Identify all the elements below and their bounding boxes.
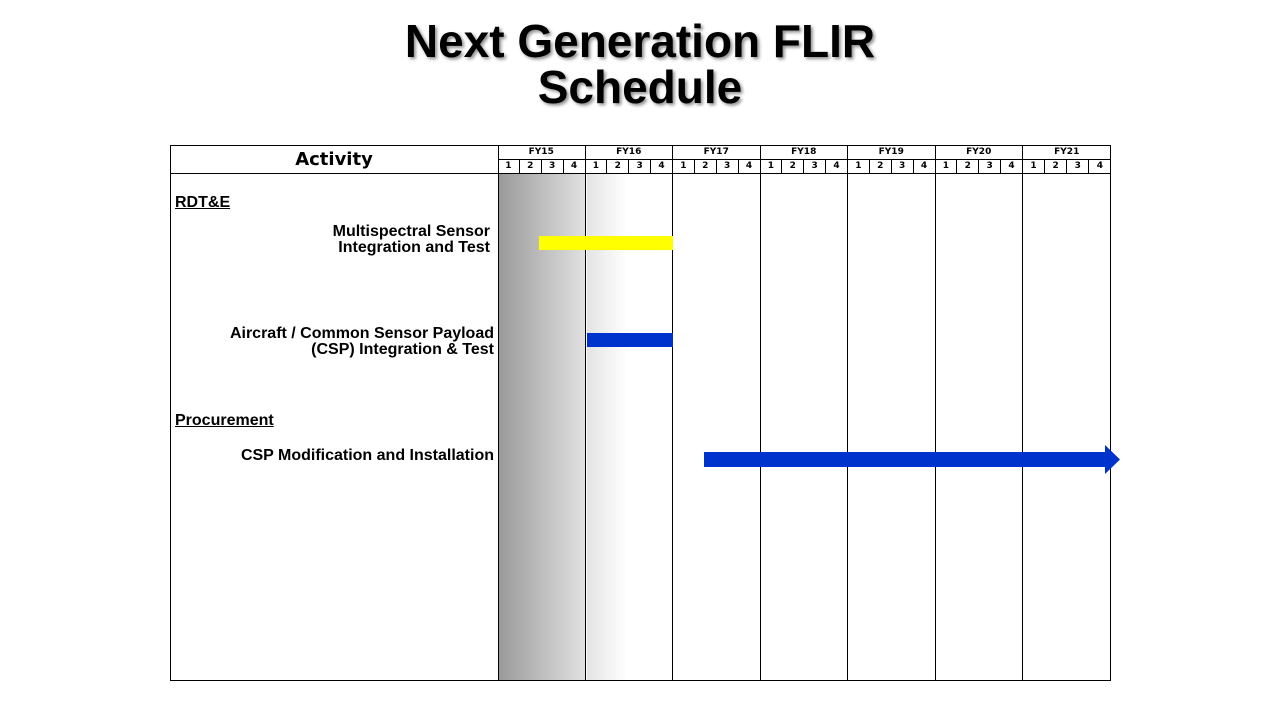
quarter-cell: 3 [629,159,652,173]
fy-label: FY19 [848,145,935,160]
quarter-cell: 2 [870,159,892,173]
activity-column-divider [498,145,499,681]
arrow-head [1105,445,1120,474]
arrow-shaft [704,452,1106,467]
quarter-cell: 4 [570,161,578,171]
quarter-cell: 3 [717,159,739,173]
fy-label: FY15 [498,145,585,160]
fy-column-fy21: FY21 1 2 3 4 [1023,145,1111,681]
bar-csp-integration [587,333,673,347]
quarter-cell: 1 [673,159,695,173]
fy-label: FY18 [760,145,847,160]
fy-label: FY16 [585,145,672,160]
chart-border-right [1110,145,1111,681]
chart-border-top [170,145,1111,146]
fy-column-fy16: FY16 1 2 3 4 [585,145,673,681]
quarter-cell: 2 [957,159,980,173]
quarter-cell: 1 [936,159,958,173]
bar-multispectral [539,236,673,250]
activity-csp-integration-label: Aircraft / Common Sensor Payload (CSP) I… [230,326,494,358]
quarter-cell: 4 [745,161,753,171]
chart-border-bottom [170,680,1111,681]
activity-csp-integration-line1: Aircraft / Common Sensor Payload [229,325,494,342]
quarter-cell: 4 [658,161,665,171]
quarter-cell: 2 [607,159,630,173]
elapsed-shading-fy15 [499,174,586,680]
title-line-1: Next Generation FLIR [404,15,876,67]
quarter-cell: 2 [520,159,542,173]
quarter-cell: 4 [833,161,840,171]
section-rdte: RDT&E [175,194,231,211]
title-line-2: Schedule [537,61,743,113]
quarter-cell: 3 [1067,159,1090,173]
quarter-cell: 2 [1045,159,1068,173]
elapsed-shading-fy16 [587,174,627,680]
activity-multispectral-line2: Integration and Test [338,239,490,256]
quarter-cell: 4 [1096,161,1104,171]
quarter-cell: 3 [542,159,564,173]
quarter-cell: 2 [782,159,805,173]
page-title: Next Generation FLIR Schedule [0,18,1280,110]
chart-border-left [170,145,171,681]
section-procurement: Procurement [175,412,274,429]
quarter-cell: 1 [586,159,608,173]
quarter-cell: 3 [892,159,914,173]
fy-column-fy19: FY19 1 2 3 4 [848,145,936,681]
activity-multispectral-line1: Multispectral Sensor [332,223,490,240]
activity-csp-modification-line1: CSP Modification and Installation [240,447,494,464]
quarter-cell: 4 [920,161,928,171]
activity-csp-modification-label: CSP Modification and Installation [241,448,494,464]
fy-column-fy18: FY18 1 2 3 4 [760,145,848,681]
fy-label: FY17 [673,145,760,160]
fy-label: FY20 [935,145,1022,160]
quarter-cell: 3 [979,159,1002,173]
activity-column-header: Activity [295,149,373,170]
fy-column-fy17: FY17 1 2 3 4 [673,145,761,681]
bar-csp-modification-arrow [704,445,1120,474]
quarter-cell: 2 [695,159,717,173]
activity-multispectral-label: Multispectral Sensor Integration and Tes… [333,224,490,256]
activity-csp-integration-line2: (CSP) Integration & Test [311,341,494,358]
header-divider [170,173,1111,174]
quarter-cell: 1 [848,159,870,173]
quarter-cell: 1 [1023,159,1046,173]
fy-column-fy15: FY15 1 2 3 4 [498,145,586,681]
fy-label: FY21 [1023,145,1111,160]
quarter-cell: 1 [498,159,520,173]
schedule-chart: Activity FY15 1 2 3 4 FY16 1 2 3 4 FY17 1 2 3 4 FY18 1 2 3… [170,145,1120,681]
quarter-cell: 4 [1008,161,1015,171]
quarter-cell: 1 [761,159,783,173]
fy-column-fy20: FY20 1 2 3 4 [935,145,1023,681]
quarter-cell: 3 [804,159,827,173]
